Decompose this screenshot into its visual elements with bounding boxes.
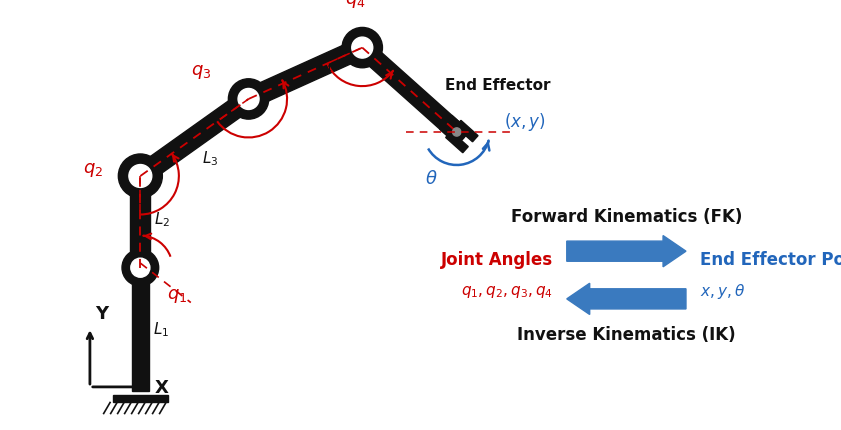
Text: $q_1, q_2, q_3, q_4$: $q_1, q_2, q_3, q_4$: [461, 283, 553, 299]
Text: $q_3$: $q_3$: [191, 63, 211, 81]
Text: $(x, y)$: $(x, y)$: [505, 111, 546, 133]
Text: Y: Y: [95, 304, 108, 322]
Polygon shape: [130, 177, 151, 268]
Bar: [113, 395, 168, 402]
Polygon shape: [440, 116, 469, 146]
Text: $L_3$: $L_3$: [202, 149, 218, 168]
Text: $q_4$: $q_4$: [345, 0, 365, 10]
Polygon shape: [135, 92, 255, 185]
Circle shape: [229, 80, 269, 120]
Text: $q_1$: $q_1$: [167, 286, 188, 304]
Circle shape: [238, 89, 259, 110]
Text: $q_2$: $q_2$: [82, 160, 103, 178]
Polygon shape: [356, 42, 463, 139]
Text: End Effector: End Effector: [445, 77, 551, 92]
Circle shape: [342, 28, 383, 69]
FancyArrow shape: [567, 283, 686, 315]
Text: Joint Angles: Joint Angles: [441, 251, 553, 269]
Circle shape: [131, 258, 150, 278]
Circle shape: [119, 155, 162, 199]
Circle shape: [452, 129, 461, 137]
Polygon shape: [446, 132, 468, 154]
Circle shape: [352, 38, 373, 59]
Circle shape: [122, 250, 159, 286]
FancyArrow shape: [567, 236, 686, 267]
Text: Forward Kinematics (FK): Forward Kinematics (FK): [510, 208, 742, 226]
Text: $x, y, \theta$: $x, y, \theta$: [700, 282, 745, 301]
Text: X: X: [155, 378, 169, 396]
Bar: [132, 268, 149, 391]
Circle shape: [129, 165, 151, 188]
Text: End Effector Pose: End Effector Pose: [700, 251, 841, 269]
Text: $L_4$: $L_4$: [316, 58, 333, 76]
Text: $L_1$: $L_1$: [153, 320, 169, 339]
Circle shape: [447, 123, 466, 142]
Text: $\theta$: $\theta$: [425, 169, 437, 187]
Text: $L_2$: $L_2$: [154, 209, 170, 228]
Polygon shape: [245, 39, 367, 109]
Text: Inverse Kinematics (IK): Inverse Kinematics (IK): [517, 325, 736, 343]
Polygon shape: [456, 121, 478, 142]
